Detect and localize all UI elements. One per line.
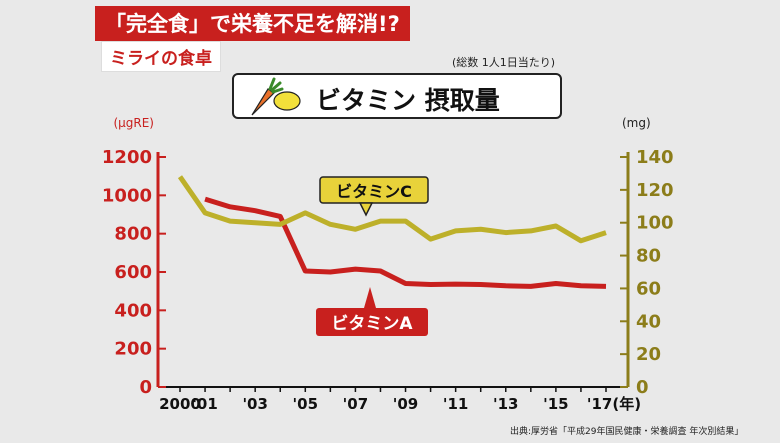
x-axis-tick-label: '17(年) [587, 395, 641, 413]
vitamin-a-line [204, 196, 607, 289]
x-axis-tick-label: '03 [242, 395, 267, 413]
headline-banner: 「完全食」で栄養不足を解消!? [95, 6, 410, 41]
vegetables-icon [251, 77, 301, 116]
vitamin-c-label-box [319, 176, 429, 204]
left-axis-unit: (μgRE) [113, 116, 154, 130]
vitamin-c-label: ビタミンC [336, 182, 412, 201]
left-axis-tick-label: 800 [114, 224, 152, 245]
left-axis-tick-label: 600 [114, 262, 152, 283]
vitamin-c-line [177, 175, 607, 244]
right-axis-tick-label: 100 [636, 213, 674, 234]
right-axis-tick-label: 80 [636, 246, 661, 267]
vitamin-a-label: ビタミンA [331, 314, 413, 334]
right-axis-tick-label: 0 [636, 377, 649, 398]
right-axis-tick-label: 20 [636, 344, 661, 365]
x-axis-tick-label: '09 [393, 395, 418, 413]
chart-title-box: ビタミン 摂取量 [232, 73, 562, 119]
vitamin-c-label-pointer [358, 202, 374, 217]
x-axis-tick-label: '11 [443, 395, 468, 413]
vitamin-a-label-box [316, 308, 428, 336]
x-axis-tick-label: '13 [493, 395, 518, 413]
right-axis-tick-label: 60 [636, 278, 661, 299]
x-axis-tick-label: '01 [192, 395, 217, 413]
subtitle-banner: ミライの食卓 [101, 41, 221, 72]
left-axis-tick-label: 0 [139, 377, 152, 398]
right-axis-tick-label: 40 [636, 311, 661, 332]
left-axis-tick-label: 1000 [102, 185, 152, 206]
unit-note: (総数 1人1日当たり) [452, 56, 556, 69]
x-axis-tick-label: '07 [343, 395, 368, 413]
right-axis-tick-label: 140 [636, 147, 674, 168]
x-axis-tick-label: '05 [293, 395, 318, 413]
left-axis-tick-label: 400 [114, 300, 152, 321]
left-axis-tick-label: 1200 [102, 147, 152, 168]
vitamin-a-label-pointer [364, 287, 376, 308]
left-axis-tick-label: 200 [114, 339, 152, 360]
chart-title: ビタミン 摂取量 [316, 86, 500, 115]
source-note: 出典:厚労省「平成29年国民健康・栄養調査 年次別結果」 [510, 427, 744, 437]
right-axis-unit: (mg) [622, 116, 651, 130]
right-axis-tick-label: 120 [636, 180, 674, 201]
x-axis-tick-label: 2000 [159, 395, 201, 413]
x-axis-tick-label: '15 [543, 395, 568, 413]
